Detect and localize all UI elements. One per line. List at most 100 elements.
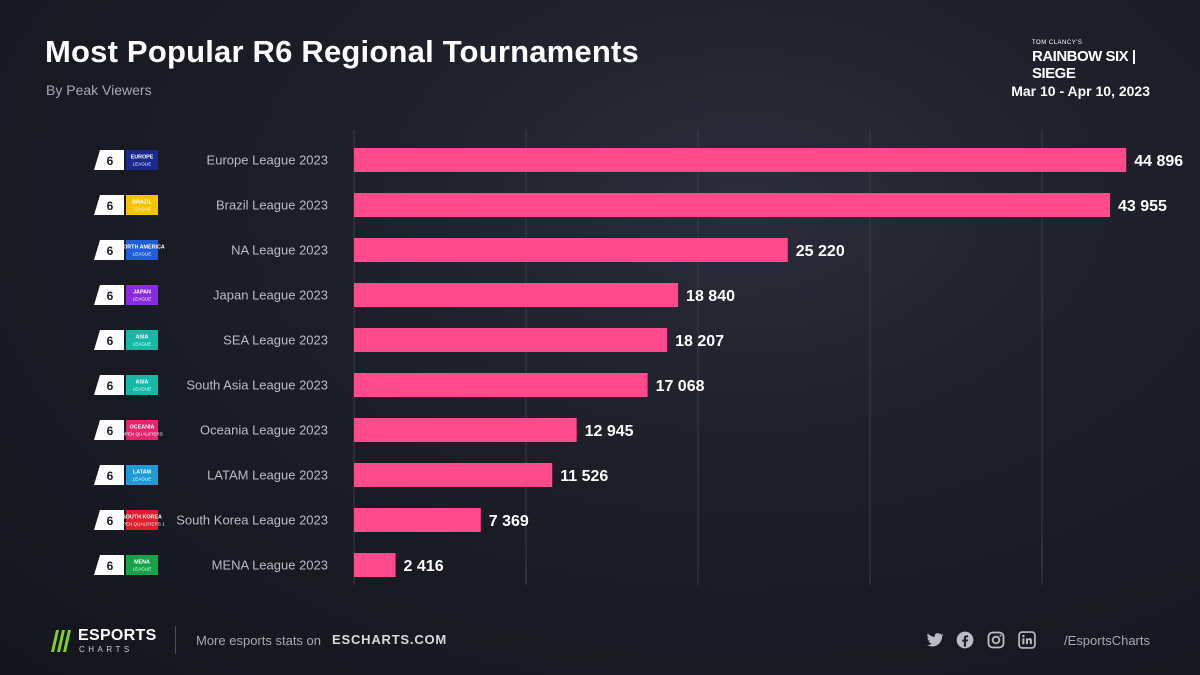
bar: [354, 193, 1111, 217]
league-badge-line1: BRAZIL: [132, 200, 152, 206]
chart-subtitle: By Peak Viewers: [46, 82, 152, 98]
footer-divider: [175, 626, 176, 654]
league-badge-line2: LEAGUE: [133, 297, 152, 302]
league-badge-line2: OPEN QUALIFIERS: [121, 432, 163, 437]
r6-emblem-icon: [94, 465, 124, 485]
esports-charts-name: ESPORTS: [78, 627, 157, 644]
r6-emblem-text: 6: [107, 244, 114, 258]
bar: [354, 238, 788, 262]
r6-emblem-icon: [94, 375, 124, 395]
brand-main-text: RAINBOW SIX | SIEGE: [1032, 48, 1136, 82]
category-label: SEA League 2023: [223, 333, 328, 348]
value-label: 12 945: [585, 423, 634, 440]
category-label: LATAM League 2023: [207, 468, 328, 483]
value-label: 43 955: [1118, 198, 1167, 215]
r6-emblem-text: 6: [107, 289, 114, 303]
league-badge-line1: MENA: [134, 560, 150, 566]
r6-emblem-icon: [94, 285, 124, 305]
league-badge-line1: JAPAN: [133, 290, 151, 296]
category-label: Oceania League 2023: [200, 423, 328, 438]
r6-emblem-text: 6: [107, 334, 114, 348]
r6-emblem-text: 6: [107, 379, 114, 393]
r6-emblem-text: 6: [107, 424, 114, 438]
twitter-icon[interactable]: [924, 630, 944, 650]
footer-more-text: More esports stats on: [196, 633, 321, 648]
category-label: South Korea League 2023: [176, 513, 328, 528]
league-badge-line2: LEAGUE: [133, 477, 152, 482]
value-label: 11 526: [560, 468, 608, 485]
instagram-icon[interactable]: [986, 630, 1006, 650]
bar: [354, 463, 553, 487]
r6-emblem-icon: [94, 150, 124, 170]
value-label: 25 220: [796, 243, 845, 260]
esports-charts-logo[interactable]: ESPORTS CHARTS: [48, 624, 158, 658]
league-badge: [126, 510, 158, 530]
league-badge-line1: ASIA: [136, 335, 149, 341]
esports-charts-sub: CHARTS: [79, 645, 133, 654]
league-badge-line2: LEAGUE: [133, 342, 152, 347]
r6-emblem-icon: [94, 555, 124, 575]
footer-site-link[interactable]: ESCHARTS.COM: [332, 632, 448, 647]
r6-emblem-icon: [94, 420, 124, 440]
r6-emblem-text: 6: [107, 514, 114, 528]
date-range: Mar 10 - Apr 10, 2023: [1011, 83, 1150, 99]
r6-emblem-text: 6: [107, 559, 114, 573]
league-badge-line1: ASIA: [136, 380, 149, 386]
bar: [354, 283, 679, 307]
bar: [354, 328, 668, 352]
category-label: Brazil League 2023: [216, 198, 328, 213]
value-label: 18 207: [675, 333, 724, 350]
league-badge: [126, 555, 158, 575]
r6-emblem-icon: [94, 195, 124, 215]
league-badge-line1: NORTH AMERICA: [119, 245, 165, 251]
social-handle[interactable]: /EsportsCharts: [1064, 633, 1150, 648]
value-label: 18 840: [686, 288, 735, 305]
linkedin-icon[interactable]: [1017, 630, 1037, 650]
category-label: Japan League 2023: [213, 288, 328, 303]
r6-emblem-icon: [94, 240, 124, 260]
chart-title: Most Popular R6 Regional Tournaments: [45, 34, 639, 69]
bar: [354, 553, 396, 577]
rainbow-six-siege-logo: TOM CLANCY'S RAINBOW SIX | SIEGE: [1032, 40, 1148, 82]
league-badge: [126, 465, 158, 485]
bar: [354, 373, 648, 397]
league-badge-line1: OCEANIA: [130, 425, 155, 431]
esports-charts-logo-icon: [51, 630, 71, 652]
r6-emblem-text: 6: [107, 154, 114, 168]
r6-emblem-text: 6: [107, 199, 114, 213]
league-badge-line2: LEAGUE: [133, 252, 152, 257]
league-badge-line2: LEAGUE: [133, 387, 152, 392]
r6-emblem-icon: [94, 510, 124, 530]
value-label: 2 416: [404, 558, 444, 575]
r6-emblem-icon: [94, 330, 124, 350]
league-badge: [126, 285, 158, 305]
league-badge-line2: LEAGUE: [133, 567, 152, 572]
league-badge: [126, 240, 158, 260]
league-badge: [126, 150, 158, 170]
league-badge: [126, 375, 158, 395]
league-badge-line1: SOUTH KOREA: [122, 515, 162, 521]
bar: [354, 508, 481, 532]
league-badge: [126, 420, 158, 440]
bar: [354, 148, 1127, 172]
category-label: Europe League 2023: [207, 153, 328, 168]
league-badge-line2: LEAGUE: [133, 207, 152, 212]
bar: [354, 418, 577, 442]
league-badge-line1: EUROPE: [131, 155, 154, 161]
value-label: 7 369: [489, 513, 529, 530]
category-label: South Asia League 2023: [186, 378, 328, 393]
value-label: 17 068: [656, 378, 705, 395]
league-badge: [126, 330, 158, 350]
facebook-icon[interactable]: [955, 630, 975, 650]
